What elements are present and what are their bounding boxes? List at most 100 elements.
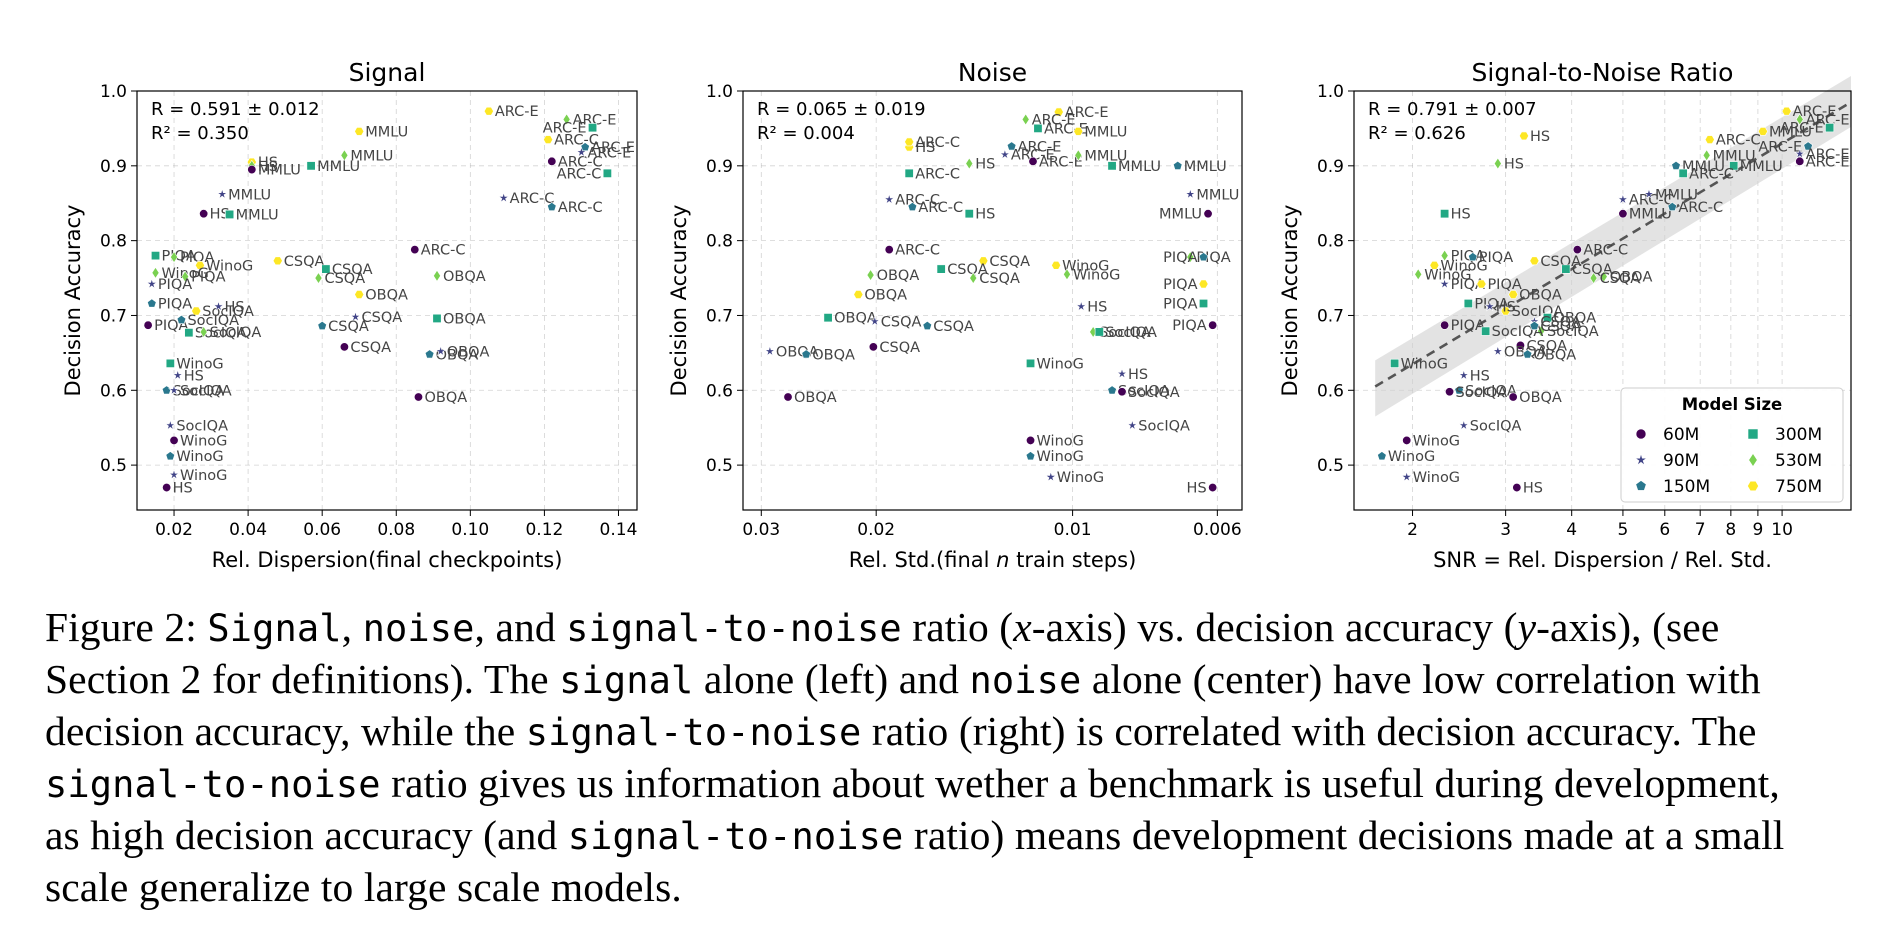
caption-text: y [1517,604,1537,650]
caption-text: decision accuracy, while the [45,708,526,754]
point-label: MMLU [228,187,271,203]
data-point [1667,202,1678,211]
data-point [181,270,190,283]
stats-text: R = 0.065 ± 0.019 [757,99,926,120]
point-label: MMLU [1769,124,1812,140]
point-label: CSQA [879,340,920,356]
data-point [1006,141,1017,151]
legend-label: 530M [1775,451,1822,471]
x-axis-label-part: train steps) [1009,548,1136,572]
data-point [547,156,557,166]
point-label: PIQA [1487,277,1521,293]
point-label: PIQA [158,277,192,293]
point-label: HS [258,155,278,171]
point-label: WinoG [1424,267,1471,283]
data-point [1198,252,1209,262]
caption-text: -axis) vs. decision accuracy ( [1031,604,1518,650]
point-label: HS [1523,481,1543,497]
point-label: OBQA [1553,311,1596,327]
data-point [1671,160,1681,170]
point-label: ARC-E [1793,104,1837,120]
point-label: CSQA [1540,254,1581,270]
point-label: OBQA [443,311,486,327]
data-point [907,202,918,211]
point-label: WinoG [176,449,223,465]
data-point [1491,345,1504,357]
caption-line: signal-to-noise ratio gives us informati… [45,758,1875,810]
point-label: CSQA [979,271,1020,287]
point-label: ARC-E [1032,112,1076,128]
data-points: ARC-EARC-EARC-EARC-CARC-EARC-CARC-EARC-C… [143,104,635,497]
point-label: OBQA [864,288,907,304]
legend-title: Model Size [1682,395,1783,414]
point-label: WinoG [1062,258,1109,274]
point-label: WinoG [1401,356,1448,372]
point-label: WinoG [180,433,227,449]
data-point [1440,320,1450,330]
y-tick-label: 0.9 [100,157,127,177]
data-point [1044,470,1057,483]
point-label: OBQA [1519,288,1562,304]
point-label: WinoG [180,468,227,484]
data-point [1033,123,1043,133]
caption-text: ratio ( [901,604,1014,650]
point-label: MMLU [1713,148,1756,164]
point-label: WinoG [206,258,253,274]
y-tick-label: 0.6 [1317,381,1344,401]
data-point [1438,277,1451,290]
point-label: SocIQA [1099,325,1151,341]
data-point [1075,300,1088,312]
data-point [1198,279,1209,289]
fit-line [1374,101,1852,388]
point-label: PIQA [191,270,225,286]
y-tick-label: 0.6 [706,381,733,401]
point-label: ARC-C [421,243,466,259]
figure-charts: ARC-EARC-EARC-EARC-CARC-EARC-CARC-EARC-C… [61,58,1852,572]
caption-text: Section 2 for definitions). The [45,656,560,702]
data-point [432,313,442,323]
data-point [1402,435,1412,445]
data-point [868,342,878,352]
data-point [354,290,365,299]
y-tick-label: 0.7 [100,306,127,326]
point-label: PIQA [1163,296,1197,312]
point-label: OBQA [365,288,408,304]
data-point [317,320,327,330]
data-point [1463,298,1473,308]
data-point [1445,387,1455,397]
x-tick-label: 0.12 [525,520,563,540]
data-point [868,315,881,327]
point-label: SocIQA [1118,383,1170,399]
caption-term: Signal [207,607,342,650]
point-label: CSQA [328,319,369,335]
point-label: SocIQA [1547,324,1599,340]
chart-title: Signal [349,58,426,87]
data-point [1199,298,1209,308]
point-label: ARC-C [915,166,960,182]
x-tick-label: 0.03 [742,520,780,540]
data-point [314,272,323,285]
data-point [1757,127,1768,136]
data-point [1793,147,1806,159]
data-point [1729,161,1739,171]
point-label: SocIQA [210,325,262,341]
y-tick-label: 0.7 [1317,306,1344,326]
legend-label: 750M [1775,477,1822,497]
caption-term: signal-to-noise [525,711,862,754]
data-point [1508,290,1519,299]
point-label: OBQA [877,268,920,284]
y-tick-label: 0.5 [1317,456,1344,476]
x-tick-label: 0.10 [451,520,489,540]
point-label: MMLU [1740,159,1783,175]
y-tick-label: 1.0 [100,82,127,102]
caption-term: signal [559,659,694,702]
data-point [212,300,225,312]
point-label: ARC-C [918,200,963,216]
data-point [167,383,181,396]
point-label: WinoG [1073,267,1120,283]
data-point [1457,419,1470,431]
confidence-band [1375,76,1851,417]
point-label: CSQA [284,254,325,270]
point-label: ARC-C [557,166,602,182]
